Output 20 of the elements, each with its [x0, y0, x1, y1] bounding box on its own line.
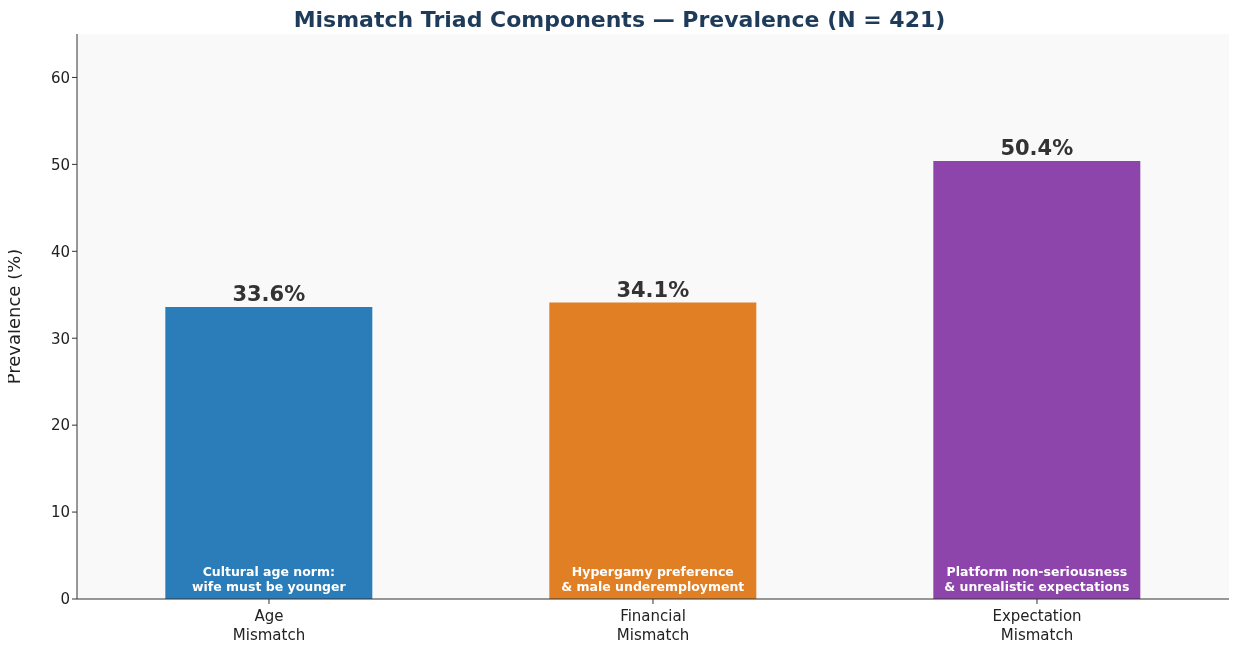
- data-label: 34.1%: [616, 277, 690, 302]
- y-tick-label: 10: [50, 503, 70, 522]
- bar: [165, 306, 373, 599]
- x-tick-label: Expectation Mismatch: [992, 607, 1082, 644]
- data-label: 33.6%: [232, 281, 306, 306]
- y-tick-label: 60: [50, 68, 70, 87]
- y-tick-label: 30: [50, 329, 70, 348]
- annotation: Platform non-seriousness & unrealistic expectations: [944, 564, 1130, 594]
- annotation: Cultural age norm: wife must be younger: [191, 564, 347, 594]
- y-tick-label: 50: [50, 155, 70, 174]
- y-tick-label: 20: [50, 416, 70, 435]
- x-tick-label: Age Mismatch: [232, 607, 306, 644]
- bar: [549, 302, 757, 599]
- y-tick-label: 0: [60, 590, 70, 609]
- data-label: 50.4%: [1000, 135, 1074, 160]
- x-tick-label: Financial Mismatch: [616, 607, 690, 644]
- bar: [933, 160, 1141, 599]
- annotation: Hypergamy preference & male underemployment: [561, 564, 745, 594]
- chart-title: Mismatch Triad Components — Prevalence (N = 421): [292, 7, 947, 32]
- y-tick-label: 40: [50, 242, 70, 261]
